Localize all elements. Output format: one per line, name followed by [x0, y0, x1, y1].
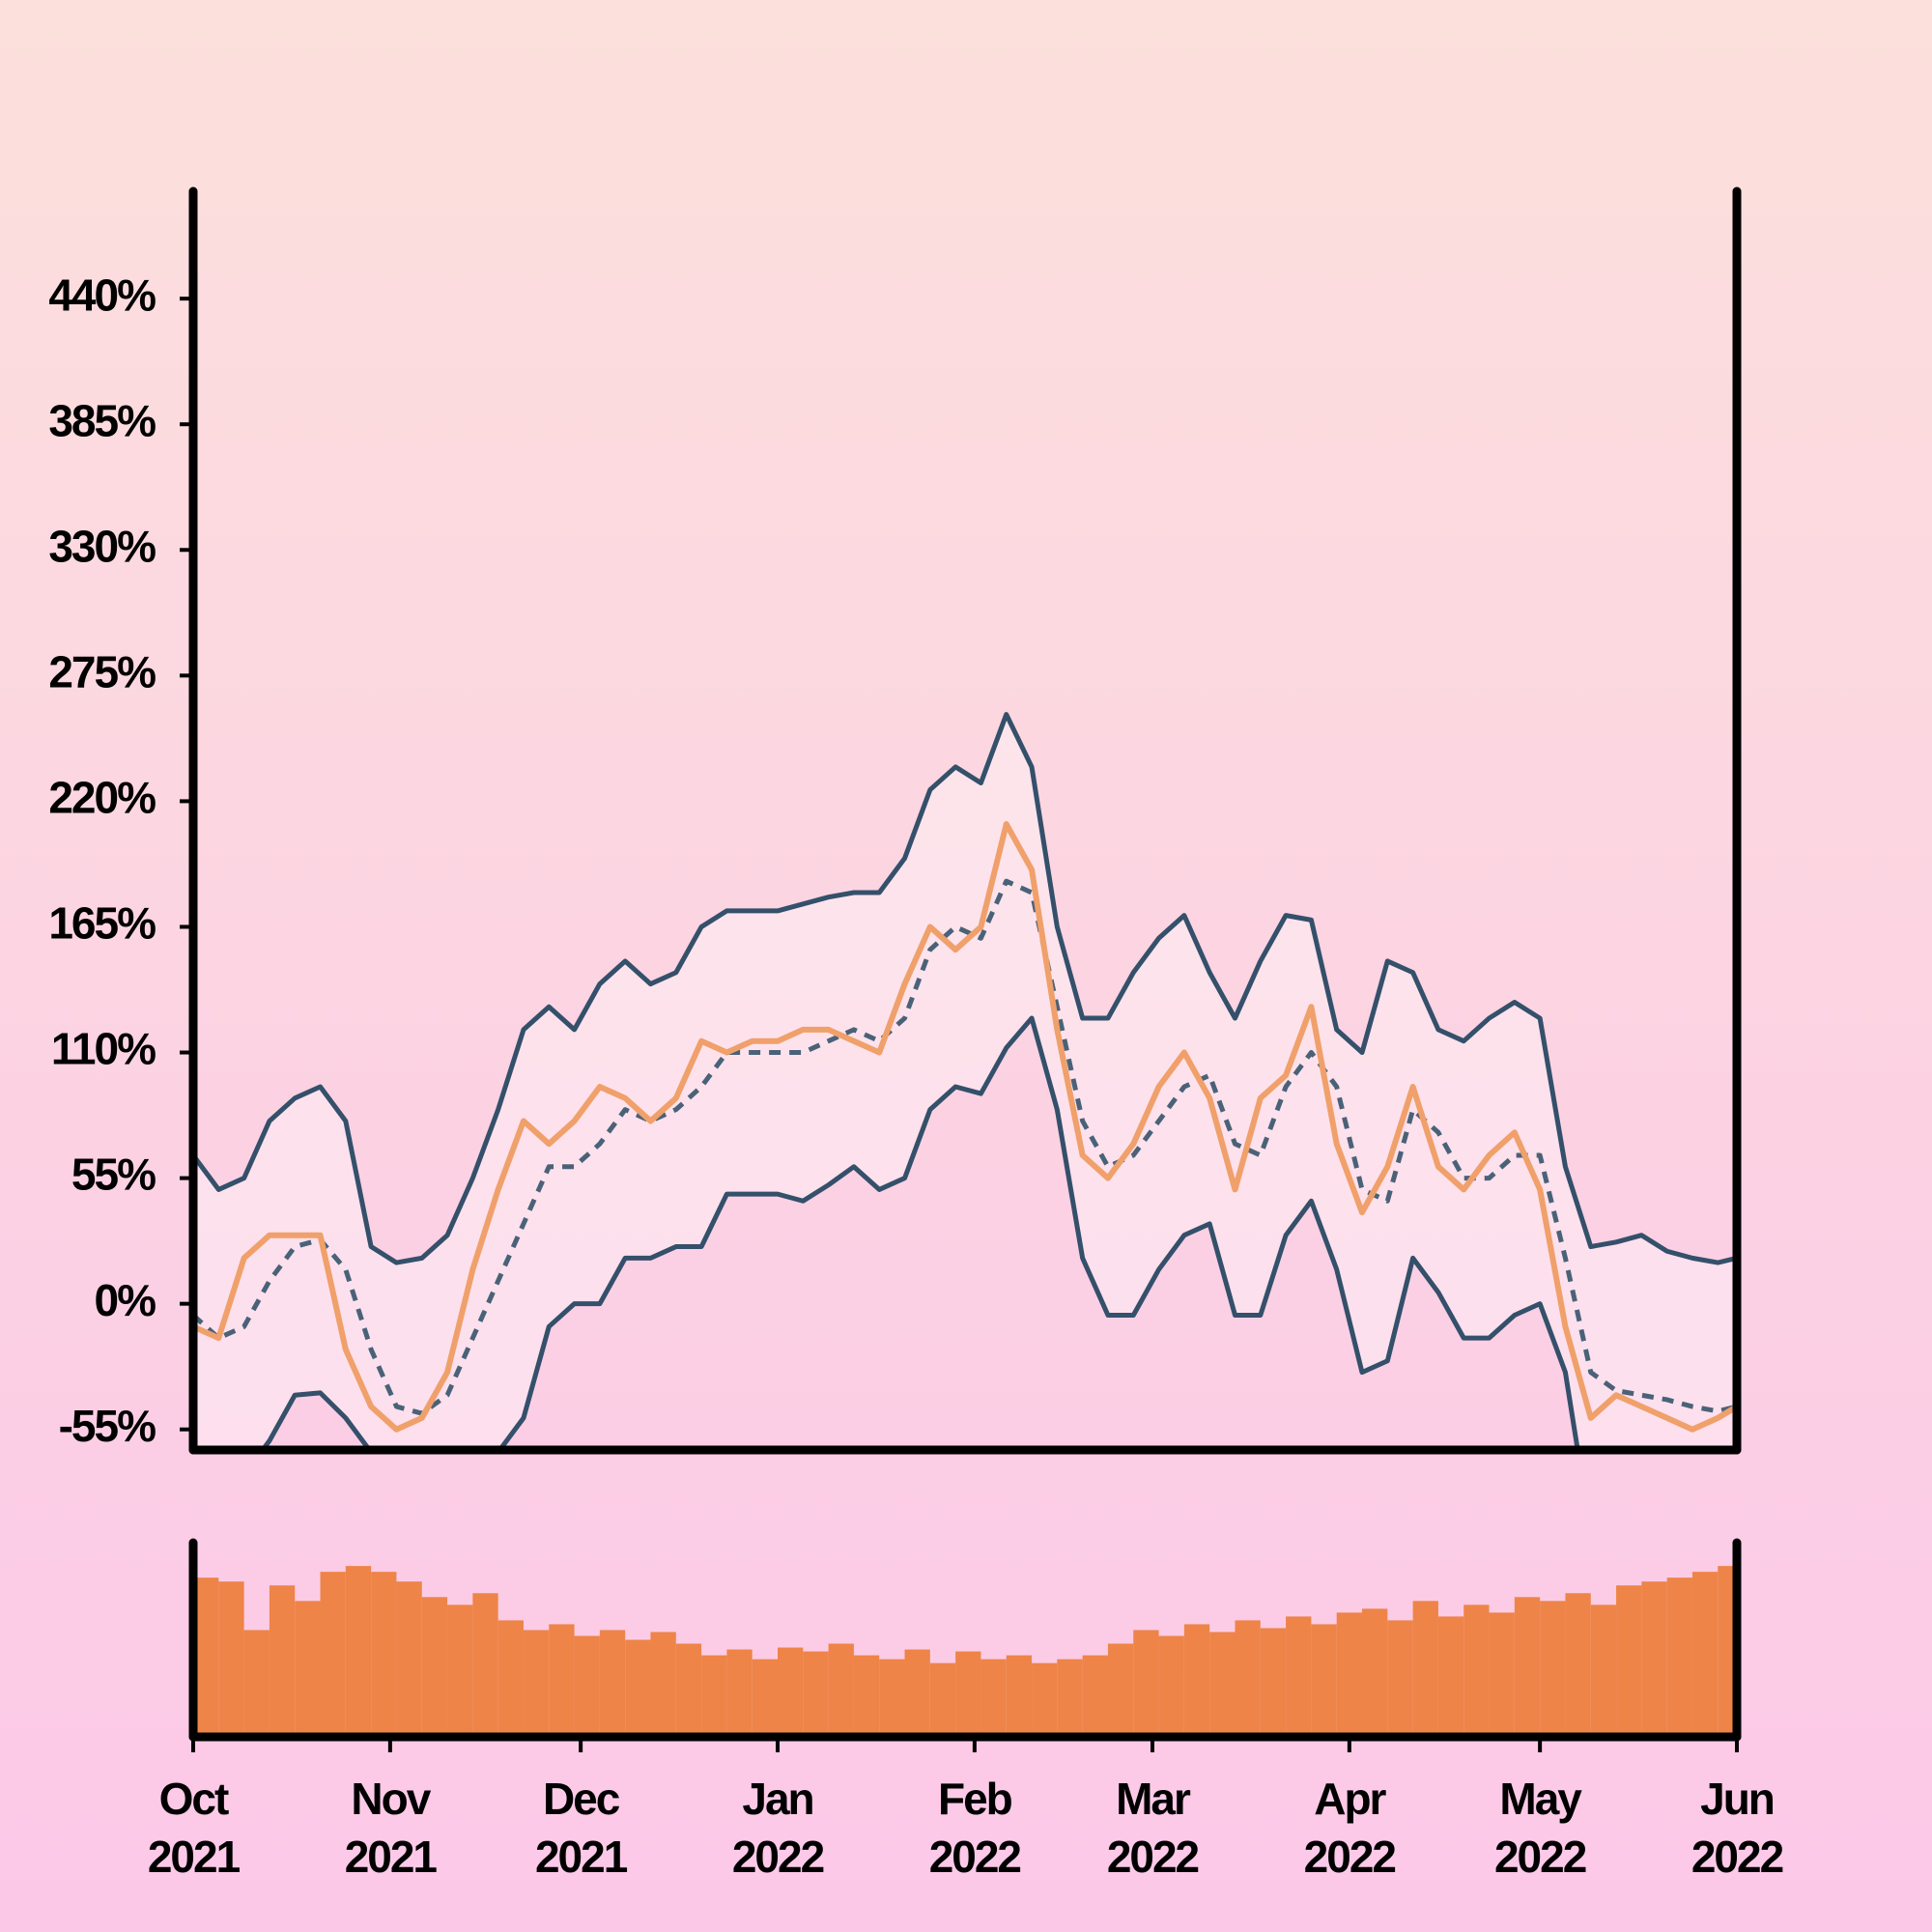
volume-bar [1437, 1616, 1464, 1737]
y-tick-label: 385% [48, 395, 156, 445]
y-tick-label: 275% [48, 646, 156, 696]
volume-bar [1666, 1577, 1692, 1737]
volume-bar [1235, 1620, 1261, 1737]
volume-bar [1412, 1601, 1438, 1737]
volume-bar [1260, 1628, 1287, 1737]
volume-bar [1514, 1597, 1541, 1737]
volume-bar [1209, 1632, 1236, 1737]
volume-bar [1489, 1612, 1515, 1737]
volume-bar [980, 1659, 1007, 1737]
volume-bar [549, 1624, 575, 1737]
volume-bar [1286, 1616, 1312, 1737]
volume-bar [523, 1630, 550, 1737]
volume-bar [599, 1630, 626, 1737]
volume-bar [1540, 1601, 1566, 1737]
volume-bar [1158, 1635, 1184, 1737]
volume-bar [1616, 1585, 1642, 1737]
volume-bar [243, 1630, 270, 1737]
middle-band [193, 878, 1737, 1416]
volume-bar [1718, 1566, 1737, 1737]
volume-bar [1336, 1612, 1363, 1737]
volume-bar [726, 1649, 753, 1737]
volume-bar [1463, 1605, 1490, 1737]
volume-bar [320, 1572, 346, 1737]
volume-bar [574, 1635, 600, 1737]
volume-bar [295, 1601, 321, 1737]
x-tick-label: Feb 2022 [929, 1774, 1021, 1882]
volume-bar [904, 1649, 930, 1737]
volume-bar [1691, 1572, 1719, 1737]
x-tick-label: Oct 2021 [148, 1774, 241, 1882]
x-tick-label: Apr 2022 [1304, 1774, 1396, 1882]
volume-bar [828, 1643, 854, 1737]
price-line [193, 821, 1737, 1433]
y-tick-label: 440% [48, 270, 156, 320]
y-tick-label: 55% [71, 1150, 156, 1200]
volume-bar [929, 1662, 956, 1737]
y-tick-label: 330% [48, 521, 156, 571]
y-tick-label: 165% [48, 898, 156, 949]
volume-bar [1362, 1608, 1388, 1737]
volume-bar [752, 1659, 779, 1737]
volume-bar [1133, 1630, 1159, 1737]
volume-bar [1641, 1581, 1667, 1737]
band-line [259, 1015, 1580, 1450]
x-tick-label: Jun 2022 [1691, 1774, 1783, 1882]
x-tick-label: Nov 2021 [345, 1774, 438, 1882]
volume-bar [1590, 1605, 1617, 1737]
volume-bar [345, 1566, 372, 1737]
plot-area [193, 712, 1737, 1450]
volume-bar [1107, 1643, 1134, 1737]
volume-bar [675, 1643, 702, 1737]
volume-bar [1387, 1620, 1413, 1737]
volume-bar [1032, 1662, 1058, 1737]
volume-bar [625, 1639, 651, 1737]
band-line [193, 712, 1737, 1265]
x-tick-label: Mar 2022 [1107, 1774, 1199, 1882]
volume-bar [1057, 1659, 1083, 1737]
volume-bar [218, 1581, 244, 1737]
y-tick-label: 220% [48, 773, 156, 823]
volume-bar [497, 1620, 524, 1737]
volume-bar [1006, 1655, 1033, 1737]
volume-bar [955, 1651, 981, 1737]
axes: -55% 0% 55% 110% 165% 220% 275% 330% 385% 440% Oct… [48, 186, 1785, 1882]
volume-bar [650, 1632, 676, 1737]
volume-bar [1183, 1624, 1210, 1737]
volume-bar [472, 1593, 498, 1737]
y-tick-label: 0% [95, 1275, 156, 1325]
volume-bar [879, 1659, 905, 1737]
y-tick-label: 110% [51, 1024, 156, 1074]
volume-bar [396, 1581, 422, 1737]
y-tick-label: -55% [59, 1401, 156, 1451]
volume-bar [1082, 1655, 1108, 1737]
x-tick-label: Dec 2021 [535, 1774, 628, 1882]
volume-bar [447, 1605, 473, 1737]
volume-bar [371, 1572, 397, 1737]
volume-bar [853, 1655, 880, 1737]
x-tick-label: Jan 2022 [732, 1774, 824, 1882]
volume-bar [1565, 1593, 1591, 1737]
x-tick-label: May 2022 [1494, 1774, 1586, 1882]
volume-bar [421, 1597, 448, 1737]
band-fill [193, 714, 1737, 1450]
volume-bar [778, 1647, 804, 1737]
volume-bar [269, 1585, 296, 1737]
volume-bar [701, 1655, 727, 1737]
volume-area [193, 1566, 1737, 1737]
volume-bar [803, 1651, 829, 1737]
volume-bar [1311, 1624, 1337, 1737]
